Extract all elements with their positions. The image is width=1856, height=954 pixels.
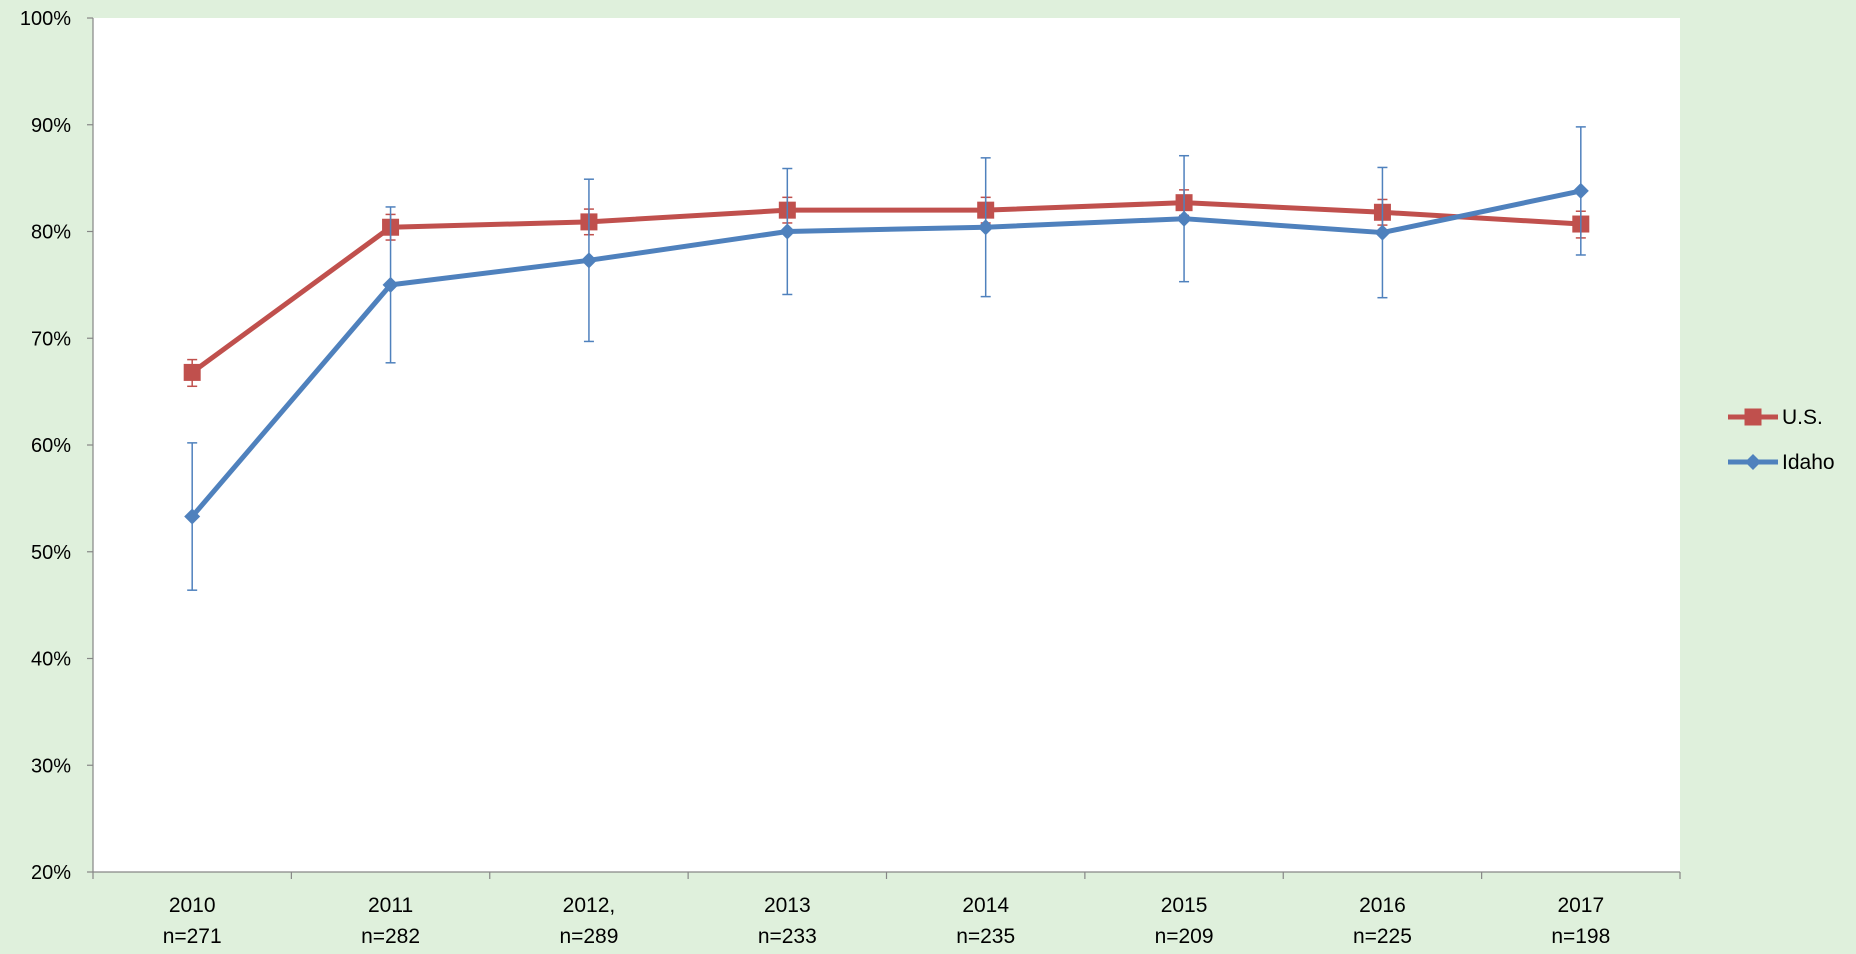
data-point (1374, 224, 1391, 241)
x-tick-sample-size: n=233 (758, 925, 817, 948)
y-tick-label: 30% (31, 755, 71, 777)
x-tick-sample-size: n=271 (163, 925, 222, 948)
data-point (382, 276, 399, 293)
legend-item-idaho: Idaho (1728, 451, 1835, 474)
x-tick-sample-size: n=225 (1353, 925, 1412, 948)
axes: 20% 30% 40% 50% 60% 70% 80% 90% 100% 2010 n=271 201… (20, 8, 1681, 948)
data-point (184, 508, 201, 525)
legend-marker (1745, 454, 1761, 470)
data-point (1176, 210, 1193, 227)
x-tick-sample-size: n=282 (361, 925, 420, 948)
y-tick-label: 90% (31, 115, 71, 137)
legend-marker (1744, 408, 1762, 426)
data-point (1572, 182, 1589, 199)
x-tick-label: 2017 (1557, 894, 1604, 917)
y-tick-label: 60% (31, 435, 71, 457)
x-tick-label: 2013 (764, 894, 811, 917)
legend-label: Idaho (1782, 451, 1835, 474)
x-tick-label: 2012, (563, 894, 616, 917)
data-point (779, 223, 796, 240)
legend-label: U.S. (1782, 406, 1823, 429)
x-tick-label: 2016 (1359, 894, 1406, 917)
y-tick-label: 40% (31, 649, 71, 671)
data-point (977, 219, 994, 236)
series-group (183, 126, 1590, 591)
x-tick-label: 2015 (1161, 894, 1208, 917)
plot-area (93, 18, 1680, 872)
x-tick-sample-size: n=235 (956, 925, 1015, 948)
series-line (190, 200, 1581, 375)
y-tick-label: 70% (31, 328, 71, 350)
data-point (580, 252, 597, 269)
x-tick-sample-size: n=198 (1551, 925, 1610, 948)
y-tick-label: 80% (31, 222, 71, 244)
data-point (183, 363, 201, 381)
x-tick-sample-size: n=289 (559, 925, 618, 948)
x-tick-sample-size: n=209 (1155, 925, 1214, 948)
x-tick-label: 2010 (169, 894, 216, 917)
legend-item-u-s: U.S. (1728, 406, 1823, 429)
series-idaho (184, 126, 1589, 591)
x-tick-label: 2011 (368, 894, 413, 917)
series-line (190, 188, 1582, 519)
legend: U.S. Idaho (1728, 406, 1835, 474)
x-tick-label: 2014 (962, 894, 1009, 917)
y-tick-label: 50% (31, 542, 71, 564)
y-tick-label: 20% (31, 862, 71, 884)
y-tick-label: 100% (20, 8, 71, 30)
